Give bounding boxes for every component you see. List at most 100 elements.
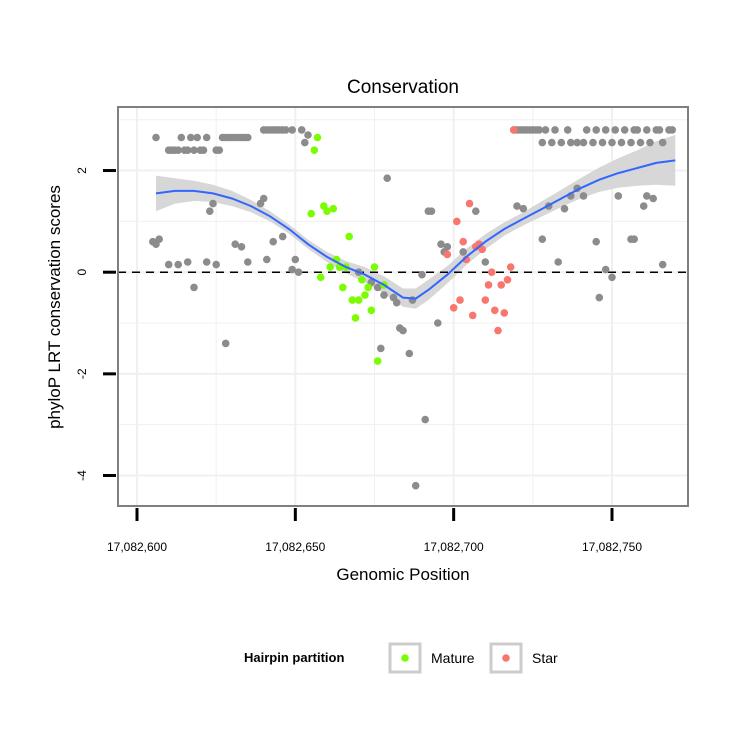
point-mature — [370, 263, 379, 271]
point-other — [380, 291, 388, 299]
point-other — [427, 207, 436, 215]
point-other — [202, 258, 211, 266]
point-star — [497, 281, 506, 289]
point-star — [484, 281, 493, 289]
point-other — [633, 126, 642, 134]
point-other — [437, 240, 445, 248]
point-other — [202, 133, 211, 142]
confidence-band — [156, 135, 676, 309]
point-other — [643, 126, 651, 134]
point-other — [658, 260, 667, 269]
point-other — [535, 126, 543, 134]
y-axis-title: phyloP LRT conservation scores — [45, 185, 64, 429]
point-other — [206, 207, 214, 215]
point-other — [554, 258, 562, 266]
point-other — [282, 126, 290, 134]
point-other — [579, 138, 588, 147]
point-other — [418, 270, 426, 279]
point-other — [592, 237, 600, 246]
point-other — [288, 265, 297, 274]
point-other — [611, 126, 619, 134]
point-star — [459, 237, 468, 246]
point-other — [573, 138, 581, 147]
point-star — [494, 326, 502, 335]
point-other — [636, 138, 645, 147]
point-other — [155, 235, 163, 243]
point-other — [481, 258, 490, 266]
point-other — [411, 481, 420, 490]
point-other — [598, 138, 607, 147]
point-other — [174, 260, 182, 269]
smooth-line-group — [155, 159, 676, 300]
point-mature — [361, 291, 369, 299]
point-star — [468, 311, 477, 320]
point-other — [212, 260, 220, 269]
point-star — [478, 245, 487, 254]
point-other — [589, 138, 597, 147]
point-other — [174, 146, 182, 154]
point-other — [193, 133, 201, 142]
point-other — [187, 133, 195, 142]
point-other — [551, 126, 559, 134]
scatter-points — [149, 126, 676, 490]
point-other — [608, 273, 616, 282]
point-other — [183, 258, 192, 266]
x-tick-label: 17,082,750 — [582, 540, 642, 554]
point-other — [244, 258, 252, 266]
point-star — [487, 268, 496, 277]
point-other — [304, 131, 312, 139]
legend: Hairpin partition Mature Star — [244, 642, 558, 674]
point-star — [443, 250, 452, 259]
plot-panel-border — [117, 106, 689, 507]
point-other — [263, 255, 271, 264]
point-other — [152, 133, 160, 142]
point-other — [443, 243, 452, 251]
point-other — [595, 293, 604, 302]
point-mature — [373, 357, 382, 365]
point-star — [491, 306, 499, 315]
point-other — [297, 126, 306, 134]
point-other — [557, 138, 566, 147]
point-mature — [310, 146, 319, 154]
point-other — [434, 319, 442, 327]
point-mature — [339, 283, 347, 292]
point-other — [513, 202, 521, 210]
point-other — [405, 349, 414, 358]
legend-title: Hairpin partition — [244, 650, 344, 665]
point-other — [472, 207, 480, 215]
point-mature — [358, 276, 366, 284]
point-other — [199, 146, 208, 154]
point-mature — [354, 296, 363, 304]
axes: 17,082,600 17,082,650 17,082,700 17,082,750… — [75, 167, 642, 554]
point-other — [538, 138, 547, 147]
point-other — [383, 174, 392, 182]
point-star — [449, 304, 458, 312]
point-other — [177, 133, 186, 142]
legend-label-star: Star — [532, 650, 558, 666]
point-mature — [313, 133, 322, 142]
x-axis-title: Genomic Position — [336, 565, 469, 584]
point-other — [608, 138, 616, 147]
point-other — [627, 138, 635, 147]
point-other — [259, 194, 268, 203]
point-star — [453, 217, 461, 226]
point-other — [649, 194, 657, 203]
point-other — [301, 138, 309, 147]
point-other — [190, 283, 198, 292]
chart-title: Conservation — [347, 77, 459, 98]
point-other — [601, 265, 610, 274]
point-other — [601, 126, 610, 134]
point-other — [655, 126, 664, 134]
legend-swatch-star — [502, 654, 510, 662]
point-other — [620, 126, 629, 134]
point-other — [209, 199, 217, 208]
point-other — [541, 126, 550, 134]
x-tick-label: 17,082,650 — [265, 540, 325, 554]
point-other — [560, 204, 569, 213]
point-other — [519, 204, 528, 213]
point-mature — [329, 204, 338, 213]
confidence-band-group — [156, 135, 676, 309]
point-other — [646, 138, 654, 147]
point-other — [614, 192, 623, 200]
